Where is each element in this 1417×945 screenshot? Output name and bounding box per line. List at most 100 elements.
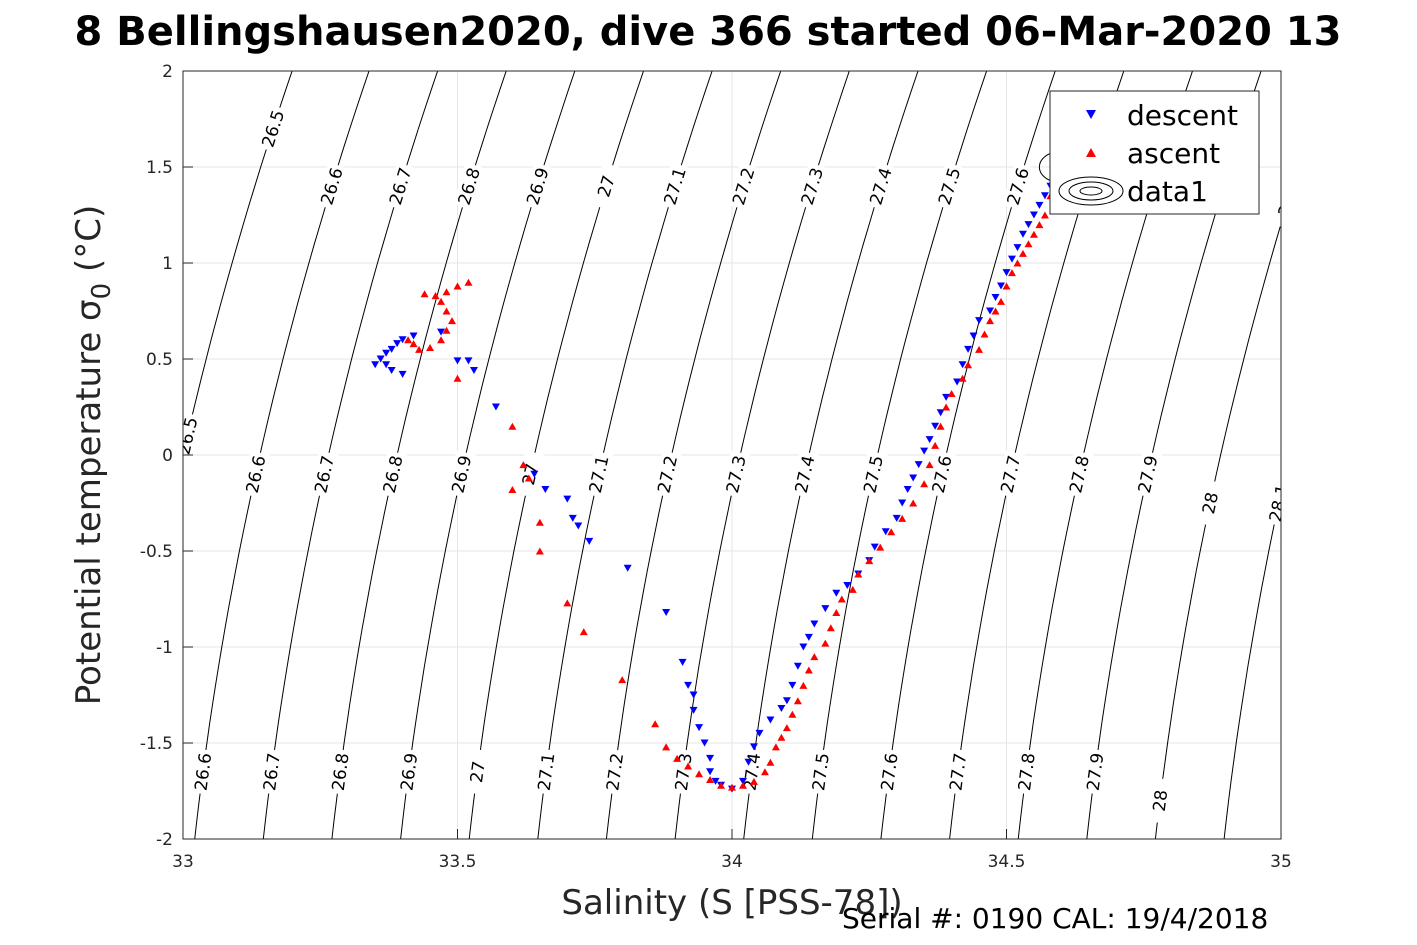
ascent-point: [1002, 282, 1011, 290]
descent-point: [920, 447, 929, 455]
isopycnal-label-bg: [1013, 748, 1040, 795]
ascent-point: [766, 758, 775, 766]
isopycnal-label-bg: [944, 748, 971, 795]
descent-point: [821, 605, 830, 613]
descent-point: [793, 662, 802, 670]
ascent-point: [579, 628, 588, 636]
isopycnal-label: 27.6: [878, 752, 903, 792]
ascent-point: [782, 724, 791, 732]
ascent-point: [431, 292, 440, 300]
descent-point: [398, 336, 407, 344]
isopycnal-label-bg: [652, 450, 682, 498]
ascent-point: [651, 720, 660, 728]
isopycnal-label-bg: [446, 450, 476, 498]
ascent-point: [519, 461, 528, 469]
y-tick-label: 0.5: [146, 350, 173, 370]
ascent-point: [887, 528, 896, 536]
isopycnal-label-bg: [1082, 748, 1108, 795]
isopycnal-label-bg: [584, 450, 614, 498]
isopycnal-label-bg: [258, 748, 285, 795]
ascent-point: [865, 557, 874, 565]
isopycnal-label-bg: [241, 450, 271, 498]
descent-point: [469, 367, 478, 375]
ascent-point: [920, 480, 929, 488]
descent-point: [942, 393, 951, 401]
legend-data1-contour-icon: [1058, 176, 1124, 206]
isopycnal-label-bg: [521, 162, 554, 211]
ascent-point: [442, 326, 451, 334]
ascent-point: [662, 743, 671, 751]
ascent-point: [986, 317, 995, 325]
ascent-point: [997, 297, 1006, 305]
descent-point: [892, 514, 901, 522]
isopycnal-label: 26.7: [260, 752, 285, 792]
ascent-point: [837, 595, 846, 603]
y-tick-label: -1.5: [140, 734, 173, 754]
isopycnal-label: 26.8: [329, 752, 354, 792]
descent-point: [1013, 244, 1022, 252]
descent-point: [1035, 201, 1044, 209]
ascent-point: [728, 783, 736, 791]
isopycnal-label-bg: [256, 104, 290, 153]
ascent-point: [563, 599, 572, 607]
legend-ascent-marker: [1086, 148, 1096, 157]
legend: descent ascent data1: [1049, 90, 1260, 215]
descent-point: [1018, 230, 1027, 238]
descent-point: [881, 528, 890, 536]
isopycnal-label-bg: [190, 748, 216, 795]
descent-point: [958, 361, 967, 369]
ascent-point: [975, 345, 984, 353]
ascent-point: [524, 474, 533, 482]
ascent-point: [684, 762, 693, 770]
descent-point: [376, 355, 385, 363]
chart-title: 8 Bellingshausen2020, dive 366 started 0…: [75, 9, 1342, 55]
isopycnal-label: 27: [467, 760, 490, 784]
x-tick-label: 33.5: [439, 852, 477, 872]
descent-point: [777, 704, 786, 712]
descent-point: [623, 564, 632, 572]
descent-point: [541, 486, 550, 494]
ascent-point: [673, 754, 682, 762]
descent-point: [695, 724, 704, 732]
ascent-point: [706, 775, 715, 783]
descent-point: [387, 345, 396, 353]
ascent-point: [1013, 259, 1022, 267]
ascent-point: [958, 374, 967, 382]
descent-point: [437, 328, 446, 336]
ascent-point: [453, 282, 462, 290]
y-tick-label: 0: [162, 446, 173, 466]
ascent-point: [964, 361, 973, 369]
descent-point: [969, 332, 978, 340]
y-tick-label: 1: [162, 254, 173, 274]
isopycnal-label-bg: [790, 450, 820, 498]
isopycnal-label-bg: [795, 162, 829, 211]
isopycnal-label-bg: [384, 162, 417, 211]
descent-point: [782, 697, 791, 705]
ascent-point: [1024, 240, 1033, 248]
ascent-point: [1040, 211, 1049, 219]
ascent-point: [942, 403, 951, 411]
isopycnal-label-bg: [1001, 162, 1034, 211]
isopycnal-label-bg: [601, 748, 628, 795]
descent-point: [925, 436, 934, 444]
descent-point: [464, 357, 473, 365]
descent-point: [870, 543, 879, 551]
isopycnal-label-bg: [395, 748, 422, 795]
ascent-point: [788, 710, 797, 718]
x-axis-ticks: 33 33.5 34 34.5 35: [172, 829, 1292, 872]
ascent-point: [777, 733, 786, 741]
y-tick-label: 2: [162, 62, 173, 82]
descent-point: [1002, 269, 1011, 277]
isopycnal-label-bg: [1147, 777, 1173, 824]
x-axis-label: Salinity (S [PSS-78]): [561, 883, 902, 923]
ascent-point: [760, 768, 769, 776]
ascent-point: [442, 307, 451, 315]
isopycnal-label-bg: [995, 450, 1025, 498]
descent-point: [749, 743, 758, 751]
ascent-point: [453, 374, 462, 382]
isopycnal-label-bg: [309, 450, 339, 498]
isopycnal-label: 26.6: [191, 752, 216, 792]
descent-point: [398, 370, 407, 378]
descent-point: [689, 706, 698, 714]
